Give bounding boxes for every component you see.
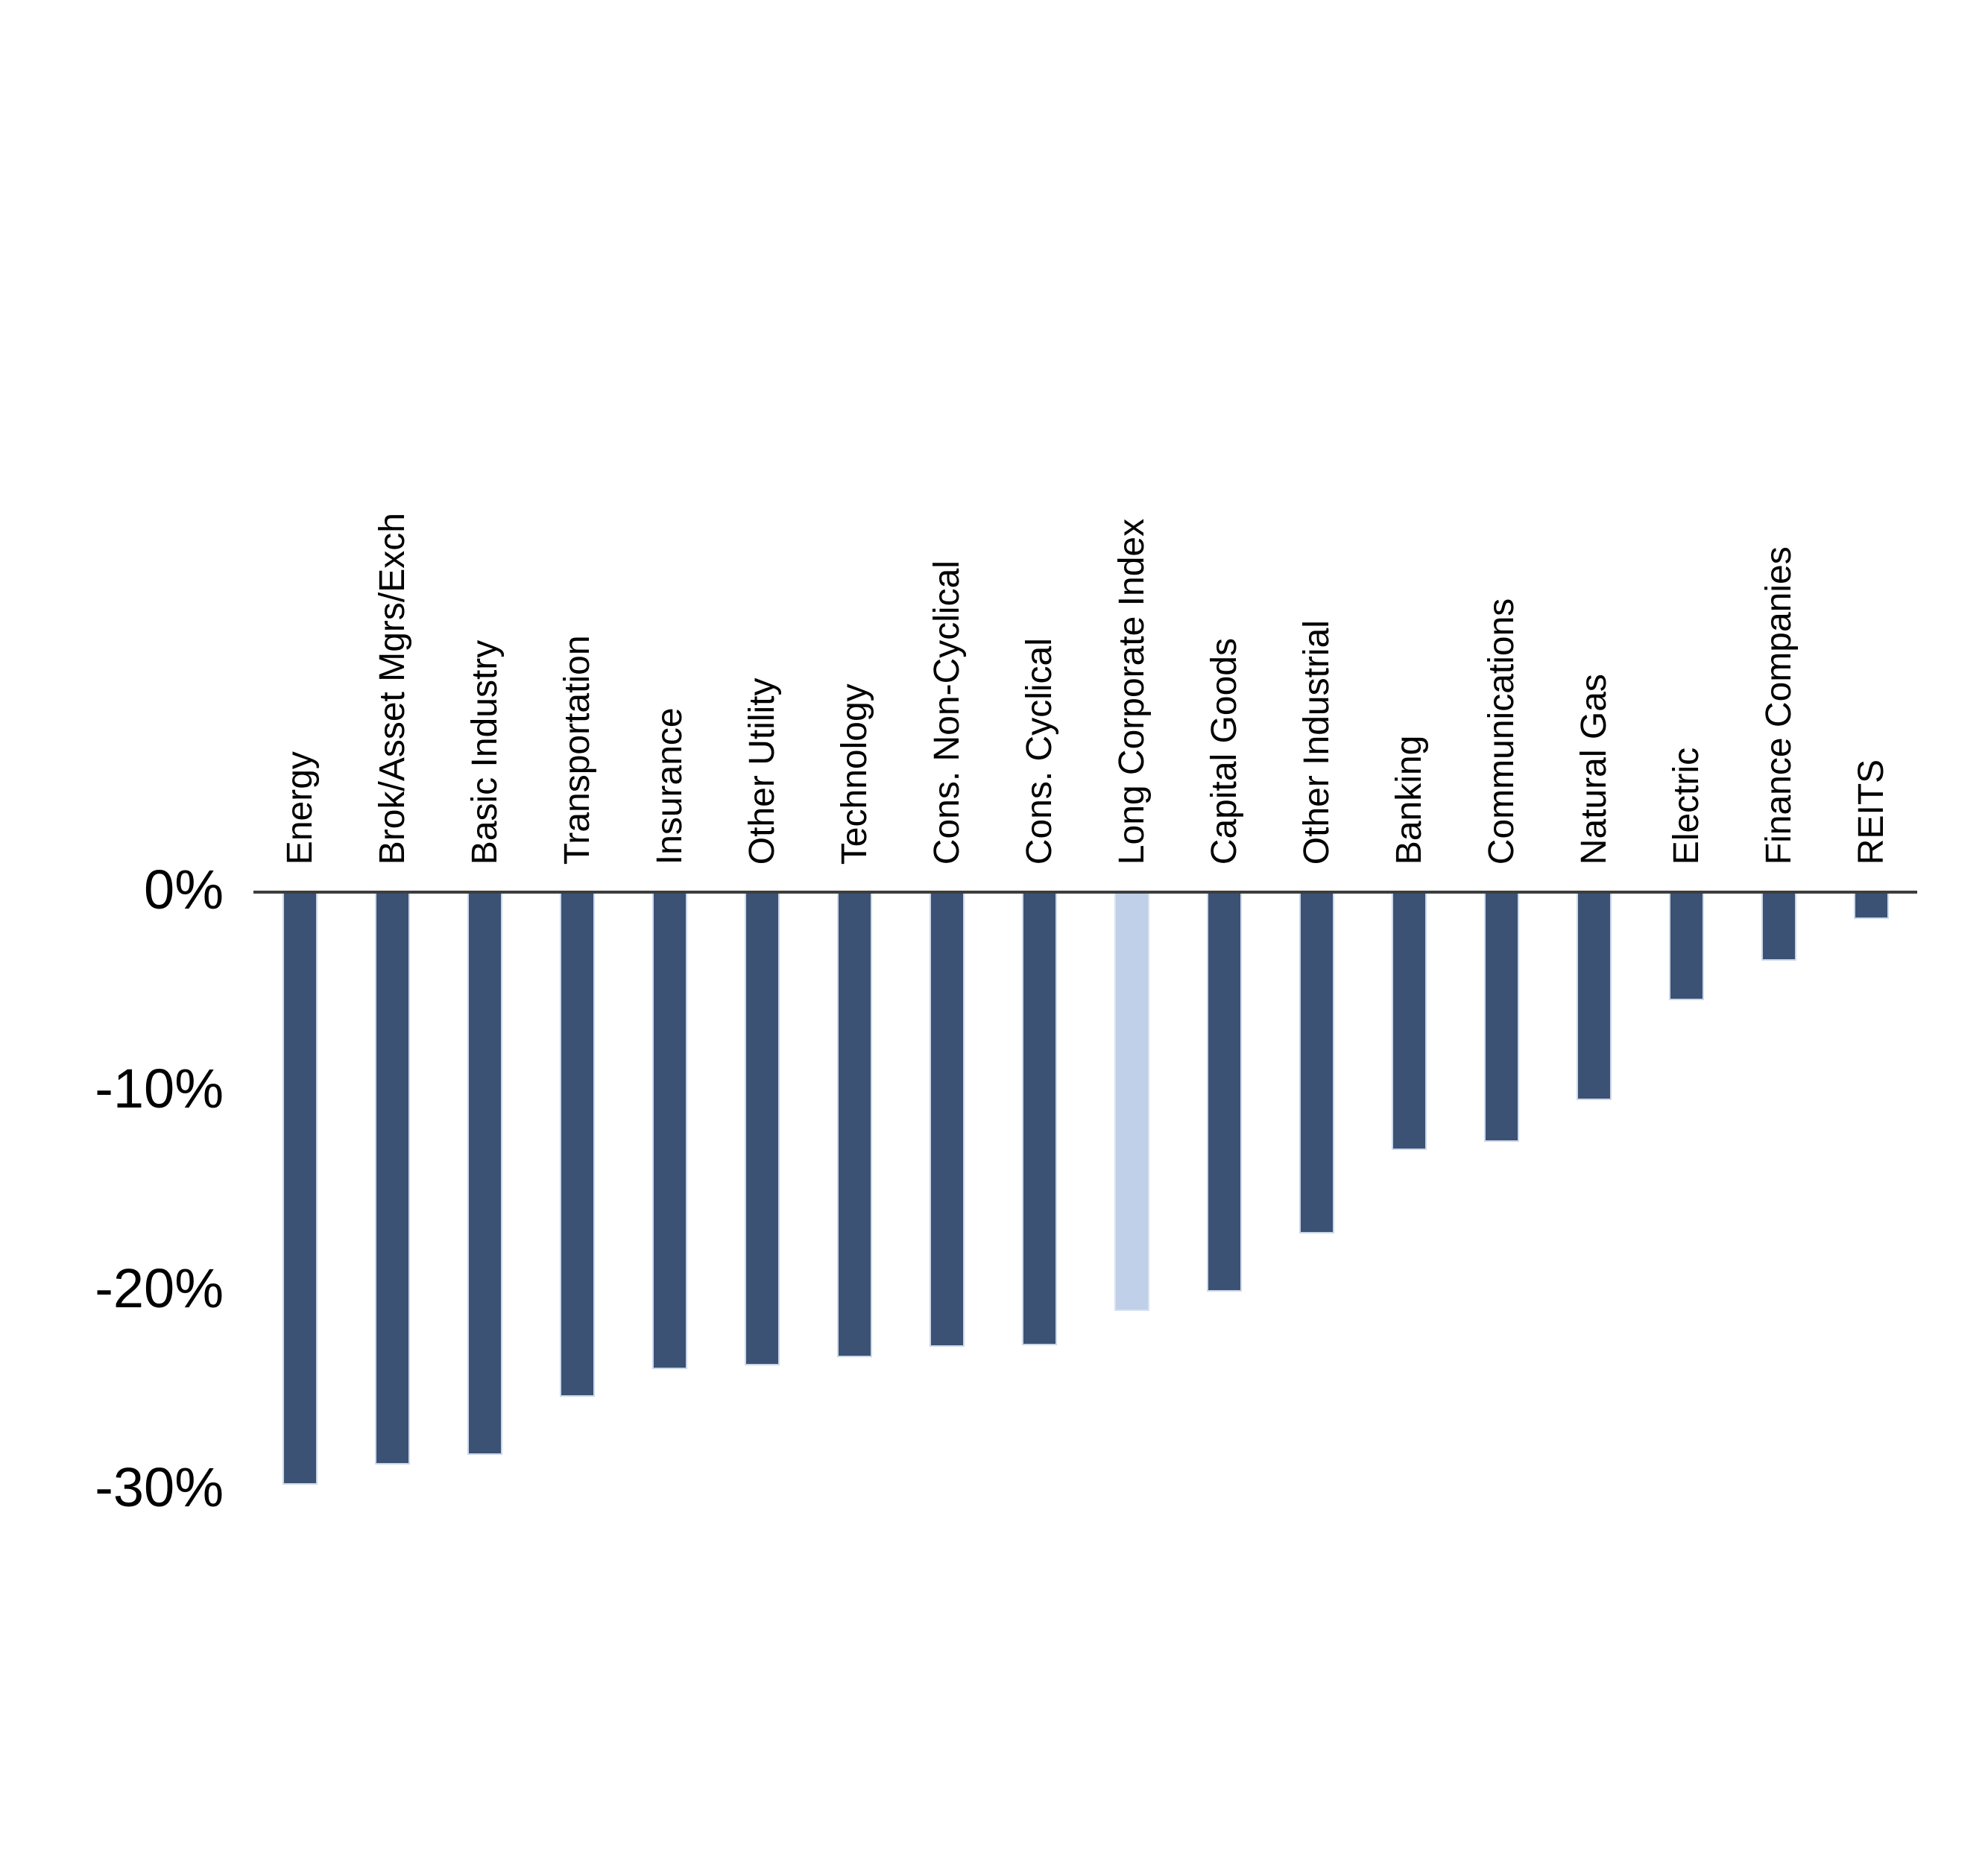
category-label-technology: Technology [834,683,874,865]
bar-basic-industry [467,893,502,1455]
category-label-cons-non-cyclical: Cons. Non-Cyclical [927,560,967,865]
category-label-reits: REITS [1851,759,1891,865]
bar-natural-gas [1576,893,1612,1100]
bar-capital-goods [1206,893,1242,1292]
category-label-electric: Electric [1666,747,1706,865]
bar-reits [1853,893,1889,919]
category-label-brok-asset-mgrs-exch: Brok/Asset Mgrs/Exch [372,513,412,865]
y-tick-label-neg20pct: -20% [95,1257,224,1319]
bar-technology [836,893,872,1357]
bar-electric [1668,893,1704,1001]
category-label-energy: Energy [280,751,320,865]
y-tick-label-0pct: 0% [144,859,224,920]
bar-cons-cyclical [1021,893,1057,1345]
y-tick-label-neg30pct: -30% [95,1456,224,1518]
bar-cons-non-cyclical [929,893,965,1348]
bar-communications [1483,893,1519,1143]
category-label-other-industrial: Other Industrial [1296,620,1337,865]
category-label-basic-industry: Basic Industry [464,639,505,865]
category-label-capital-goods: Capital Goods [1204,638,1244,865]
category-label-transportation: Transportation [557,635,597,865]
category-label-banking: Banking [1389,735,1429,865]
bar-transportation [559,893,595,1397]
category-label-insurance: Insurance [649,707,690,865]
bar-insurance [651,893,687,1369]
bar-other-industrial [1298,893,1334,1234]
category-label-communications: Communications [1481,598,1521,865]
category-label-other-utility: Other Utility [742,677,782,865]
bar-brok-asset-mgrs-exch [374,893,410,1465]
category-label-long-corporate-index: Long Corporate Index [1111,518,1152,865]
x-axis-zero-line [253,891,1917,894]
category-label-natural-gas: Natural Gas [1574,674,1614,865]
bar-finance-companies [1761,893,1796,961]
highlight-bar-long-corporate-index [1114,893,1149,1312]
category-label-cons-cyclical: Cons. Cyclical [1019,638,1059,865]
y-tick-label-neg10pct: -10% [95,1058,224,1120]
bar-banking [1391,893,1427,1150]
category-label-finance-companies: Finance Companies [1758,546,1799,865]
bar-other-utility [744,893,780,1365]
bar-energy [282,893,318,1485]
